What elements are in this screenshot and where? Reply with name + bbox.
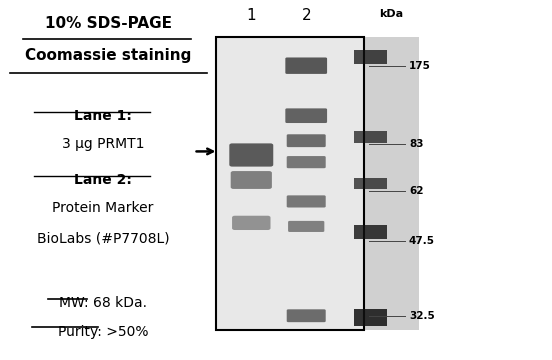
- FancyBboxPatch shape: [286, 156, 326, 168]
- FancyBboxPatch shape: [285, 58, 327, 74]
- Text: 10% SDS-PAGE: 10% SDS-PAGE: [45, 16, 172, 31]
- Text: MW: 68 kDa.: MW: 68 kDa.: [59, 296, 147, 310]
- FancyBboxPatch shape: [232, 216, 270, 230]
- FancyBboxPatch shape: [354, 50, 387, 64]
- FancyBboxPatch shape: [364, 37, 419, 330]
- FancyBboxPatch shape: [286, 309, 326, 322]
- Text: Lane 2:: Lane 2:: [74, 173, 132, 187]
- Text: Lane 1:: Lane 1:: [74, 109, 132, 122]
- Text: Coomassie staining: Coomassie staining: [25, 48, 192, 63]
- FancyBboxPatch shape: [354, 131, 387, 143]
- Text: kDa: kDa: [379, 9, 404, 19]
- Text: Purity: >50%: Purity: >50%: [58, 325, 148, 339]
- Text: 1: 1: [247, 8, 256, 23]
- FancyBboxPatch shape: [354, 310, 387, 325]
- FancyBboxPatch shape: [285, 108, 327, 123]
- FancyBboxPatch shape: [354, 225, 387, 239]
- Text: 3 μg PRMT1: 3 μg PRMT1: [62, 137, 144, 151]
- FancyBboxPatch shape: [286, 134, 326, 147]
- Text: 47.5: 47.5: [409, 236, 435, 246]
- Text: BioLabs (#P7708L): BioLabs (#P7708L): [36, 232, 169, 246]
- FancyBboxPatch shape: [286, 195, 326, 207]
- FancyBboxPatch shape: [354, 178, 387, 189]
- Text: 175: 175: [409, 61, 431, 71]
- FancyBboxPatch shape: [216, 37, 364, 330]
- Text: 2: 2: [301, 8, 311, 23]
- Text: 62: 62: [409, 186, 423, 196]
- Text: Protein Marker: Protein Marker: [52, 202, 153, 215]
- Text: 83: 83: [409, 139, 423, 149]
- Text: 32.5: 32.5: [409, 311, 434, 321]
- FancyBboxPatch shape: [229, 143, 273, 167]
- FancyBboxPatch shape: [288, 221, 325, 232]
- FancyBboxPatch shape: [231, 171, 272, 189]
